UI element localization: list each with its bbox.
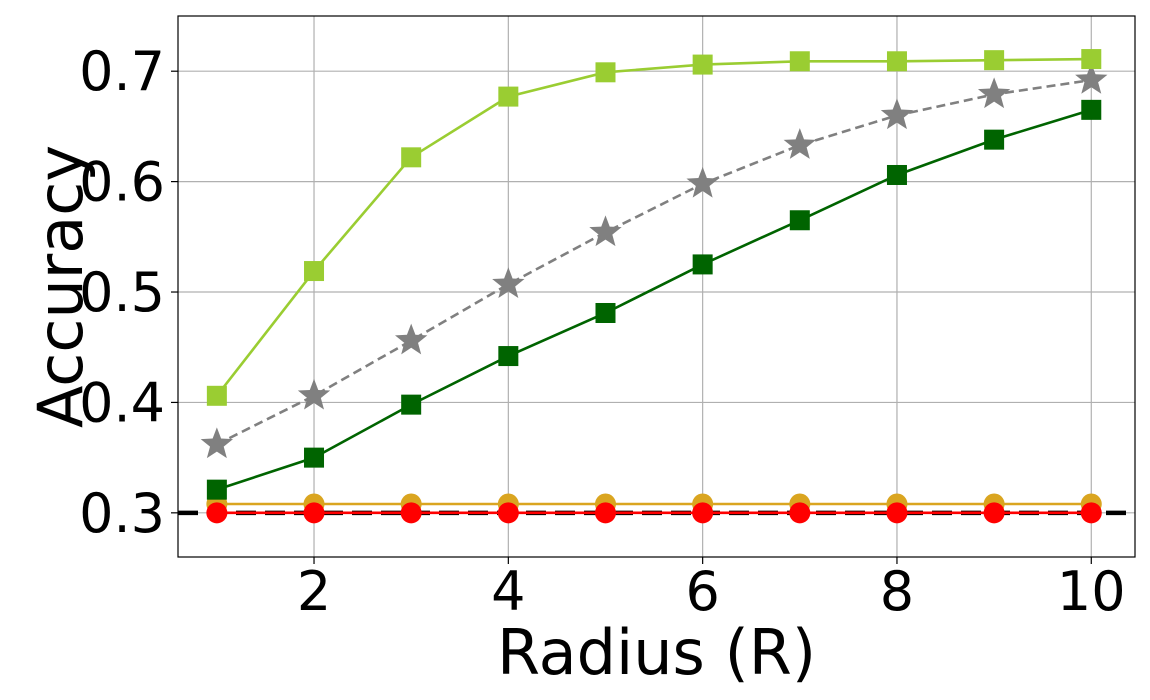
series-3 xyxy=(206,99,1102,500)
plot-frame xyxy=(177,15,1136,558)
data-point-square xyxy=(692,254,713,275)
data-point-square xyxy=(692,54,713,75)
data-point-circle xyxy=(789,502,811,524)
series-5 xyxy=(206,502,1102,524)
data-point-star xyxy=(880,98,914,130)
data-point-square xyxy=(984,129,1005,150)
series-2-line xyxy=(216,78,1092,446)
data-point-star xyxy=(977,77,1011,109)
x-axis-label: Radius (R) xyxy=(497,616,816,689)
data-point-star xyxy=(589,215,622,247)
data-point-star xyxy=(395,323,428,355)
data-point-circle xyxy=(1080,502,1102,524)
y-tick-label: 0.6 xyxy=(79,151,165,214)
data-point-square xyxy=(206,385,227,406)
data-point-square xyxy=(1081,49,1102,70)
data-point-square xyxy=(984,50,1005,71)
data-point-square xyxy=(886,164,907,185)
data-point-circle xyxy=(206,502,228,524)
data-point-star xyxy=(1075,63,1108,94)
y-axis-label: Accuracy xyxy=(24,145,97,428)
data-point-square xyxy=(595,62,616,83)
data-point-square xyxy=(498,346,519,367)
data-point-star xyxy=(783,128,816,159)
y-ticks: 0.3 0.4 0.5 0.6 0.7 xyxy=(79,40,178,545)
series-1-line xyxy=(215,57,1092,397)
data-point-star xyxy=(492,267,525,299)
data-point-star xyxy=(200,427,234,459)
series-1 xyxy=(206,49,1102,406)
data-point-circle xyxy=(983,502,1005,524)
data-point-circle xyxy=(303,502,325,524)
x-tick-label: 10 xyxy=(1057,560,1126,623)
y-tick-label: 0.5 xyxy=(79,261,165,324)
x-tick-label: 4 xyxy=(491,560,525,623)
x-tick-label: 6 xyxy=(685,560,719,623)
x-ticks: 2 4 6 8 10 xyxy=(297,557,1126,623)
y-tick-label: 0.3 xyxy=(79,482,165,545)
data-point-square xyxy=(789,51,810,72)
data-point-square xyxy=(401,147,422,168)
series-layer xyxy=(178,49,1135,524)
x-tick-label: 8 xyxy=(880,560,914,623)
data-point-square xyxy=(789,210,810,231)
x-tick-label: 2 xyxy=(297,560,331,623)
data-point-square xyxy=(304,447,325,468)
data-point-square xyxy=(886,51,907,72)
data-point-circle xyxy=(400,502,422,524)
data-point-circle xyxy=(497,502,519,524)
data-point-star xyxy=(297,378,331,410)
data-point-star xyxy=(686,166,719,198)
y-tick-label: 0.7 xyxy=(79,40,165,103)
series-2 xyxy=(200,63,1108,459)
data-point-circle xyxy=(594,502,616,524)
y-tick-label: 0.4 xyxy=(79,371,165,434)
data-point-square xyxy=(595,302,616,323)
data-point-square xyxy=(498,86,519,107)
data-point-circle xyxy=(692,502,714,524)
data-point-square xyxy=(304,261,325,282)
series-3-line xyxy=(216,108,1092,491)
data-point-square xyxy=(1081,99,1102,120)
data-point-circle xyxy=(886,502,908,524)
data-point-square xyxy=(206,479,227,500)
data-point-square xyxy=(401,394,422,415)
